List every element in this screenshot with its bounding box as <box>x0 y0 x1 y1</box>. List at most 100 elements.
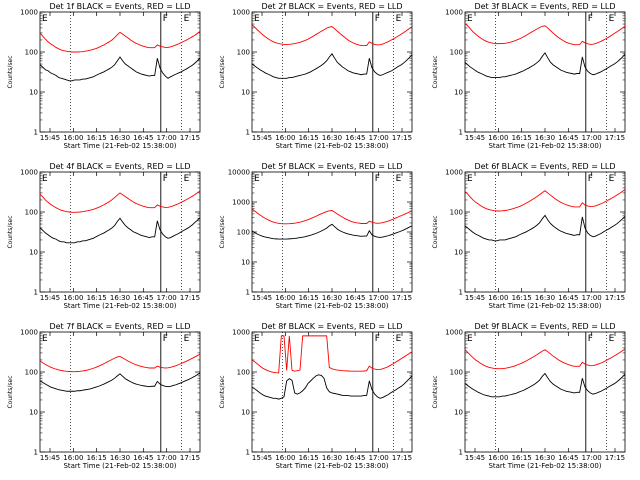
x-tick-label: 16:45 <box>345 134 365 142</box>
x-tick-label: 16:30 <box>322 454 342 462</box>
flag-label: E <box>184 334 190 344</box>
series-events-line <box>251 223 413 240</box>
panel-det-6: Det 6f BLACK = Events, RED = LLD 1 10 100 10… <box>432 162 626 310</box>
x-axis-label: Start Time (21-Feb-02 15:38:00) <box>63 302 176 310</box>
panel-det-8: Det 8f BLACK = Events, RED = LLD 1 10 100 10… <box>219 322 413 470</box>
y-tick-label: 10 <box>241 259 250 267</box>
panel-title: Det 4f BLACK = Events, RED = LLD <box>49 162 190 171</box>
x-tick-label: 16:30 <box>110 134 130 142</box>
y-tick-label: 100 <box>25 49 38 57</box>
x-tick-label: 16:15 <box>299 134 319 142</box>
series-events-line <box>39 56 201 82</box>
x-tick-label: 16:15 <box>512 134 532 142</box>
x-tick-label: 17:00 <box>157 294 177 302</box>
y-tick-label: 1 <box>459 129 463 137</box>
y-tick-label: 1000 <box>232 9 250 17</box>
x-tick-label: 16:45 <box>345 294 365 302</box>
flag-label: E <box>254 174 260 184</box>
x-axis-label: Start Time (21-Feb-02 15:38:00) <box>63 142 176 150</box>
y-tick-label: 1 <box>459 289 463 297</box>
x-tick-label: 16:30 <box>110 294 130 302</box>
panels: Det 1f BLACK = Events, RED = LLD 1 10 100 10… <box>7 2 626 470</box>
x-tick-label: 16:45 <box>345 454 365 462</box>
panel-title: Det 1f BLACK = Events, RED = LLD <box>49 2 190 11</box>
x-tick-label: 16:15 <box>87 134 107 142</box>
y-tick-label: 10000 <box>228 169 250 177</box>
y-tick-label: 10 <box>454 249 463 257</box>
x-tick-label: 17:15 <box>605 454 625 462</box>
flag-label: E <box>467 174 473 184</box>
x-tick-label: 16:00 <box>275 134 295 142</box>
panel-det-4: Det 4f BLACK = Events, RED = LLD 1 10 100 10… <box>7 162 201 310</box>
x-axis-label: Start Time (21-Feb-02 15:38:00) <box>488 302 601 310</box>
x-tick-label: 17:15 <box>605 294 625 302</box>
y-tick-label: 100 <box>237 229 250 237</box>
panel-title: Det 5f BLACK = Events, RED = LLD <box>261 162 402 171</box>
flag-label: F <box>375 334 380 344</box>
flag-label: F <box>163 334 168 344</box>
x-tick-label: 17:15 <box>180 294 200 302</box>
x-tick-label: 17:00 <box>157 134 177 142</box>
series-lld-line <box>464 348 626 370</box>
y-tick-label: 1 <box>34 289 38 297</box>
panel-title: Det 9f BLACK = Events, RED = LLD <box>474 322 615 331</box>
x-tick-label: 16:30 <box>535 134 555 142</box>
x-tick-label: 15:45 <box>40 134 60 142</box>
y-tick-label: 100 <box>450 49 463 57</box>
flag-label: E <box>184 174 190 184</box>
y-tick-label: 1000 <box>445 9 463 17</box>
x-tick-label: 16:15 <box>299 454 319 462</box>
y-tick-label: 1000 <box>232 199 250 207</box>
panel-title: Det 3f BLACK = Events, RED = LLD <box>474 2 615 11</box>
y-axis-label: Counts/sec <box>7 375 14 408</box>
panel-title: Det 7f BLACK = Events, RED = LLD <box>49 322 190 331</box>
flag-label: E <box>396 334 402 344</box>
x-tick-label: 16:00 <box>63 134 83 142</box>
y-tick-label: 1 <box>34 129 38 137</box>
panel-det-9: Det 9f BLACK = Events, RED = LLD 1 10 100 10… <box>432 322 626 470</box>
x-tick-label: 16:15 <box>87 454 107 462</box>
panel-det-3: Det 3f BLACK = Events, RED = LLD 1 10 100 10… <box>432 2 626 150</box>
x-tick-label: 15:45 <box>252 134 272 142</box>
x-tick-label: 16:15 <box>512 454 532 462</box>
flag-label: F <box>375 174 380 184</box>
flag-label: F <box>588 14 593 24</box>
y-tick-label: 1000 <box>20 169 38 177</box>
x-tick-label: 16:00 <box>275 454 295 462</box>
x-tick-label: 17:00 <box>582 454 602 462</box>
x-tick-label: 15:45 <box>40 454 60 462</box>
x-tick-label: 17:15 <box>605 134 625 142</box>
y-tick-label: 10 <box>29 89 38 97</box>
series-lld-line <box>251 24 413 46</box>
x-tick-label: 16:00 <box>488 294 508 302</box>
x-tick-label: 17:15 <box>180 454 200 462</box>
series-lld-line <box>251 208 413 225</box>
y-axis-label: Counts/sec <box>7 215 14 248</box>
flag-label: E <box>254 334 260 344</box>
series-lld-line <box>39 190 201 213</box>
y-tick-label: 10 <box>241 89 250 97</box>
y-tick-label: 1000 <box>20 9 38 17</box>
series-events-line <box>251 374 413 400</box>
panel-title: Det 6f BLACK = Events, RED = LLD <box>474 162 615 171</box>
x-tick-label: 16:30 <box>322 294 342 302</box>
y-tick-label: 100 <box>25 209 38 217</box>
x-tick-label: 15:45 <box>40 294 60 302</box>
x-tick-label: 15:45 <box>465 134 485 142</box>
y-tick-label: 10 <box>29 249 38 257</box>
panel-det-1: Det 1f BLACK = Events, RED = LLD 1 10 100 10… <box>7 2 201 150</box>
x-tick-label: 17:15 <box>392 134 412 142</box>
y-tick-label: 10 <box>29 409 38 417</box>
x-tick-label: 16:30 <box>535 454 555 462</box>
y-tick-label: 100 <box>450 209 463 217</box>
y-tick-label: 1 <box>246 289 250 297</box>
y-axis-label: Counts/sec <box>432 375 439 408</box>
x-tick-label: 15:45 <box>252 454 272 462</box>
y-tick-label: 100 <box>237 49 250 57</box>
series-lld-line <box>251 335 413 374</box>
x-tick-label: 16:30 <box>322 134 342 142</box>
series-events-line <box>39 217 201 244</box>
y-axis-label: Counts/sec <box>219 55 226 88</box>
y-tick-label: 100 <box>25 369 38 377</box>
